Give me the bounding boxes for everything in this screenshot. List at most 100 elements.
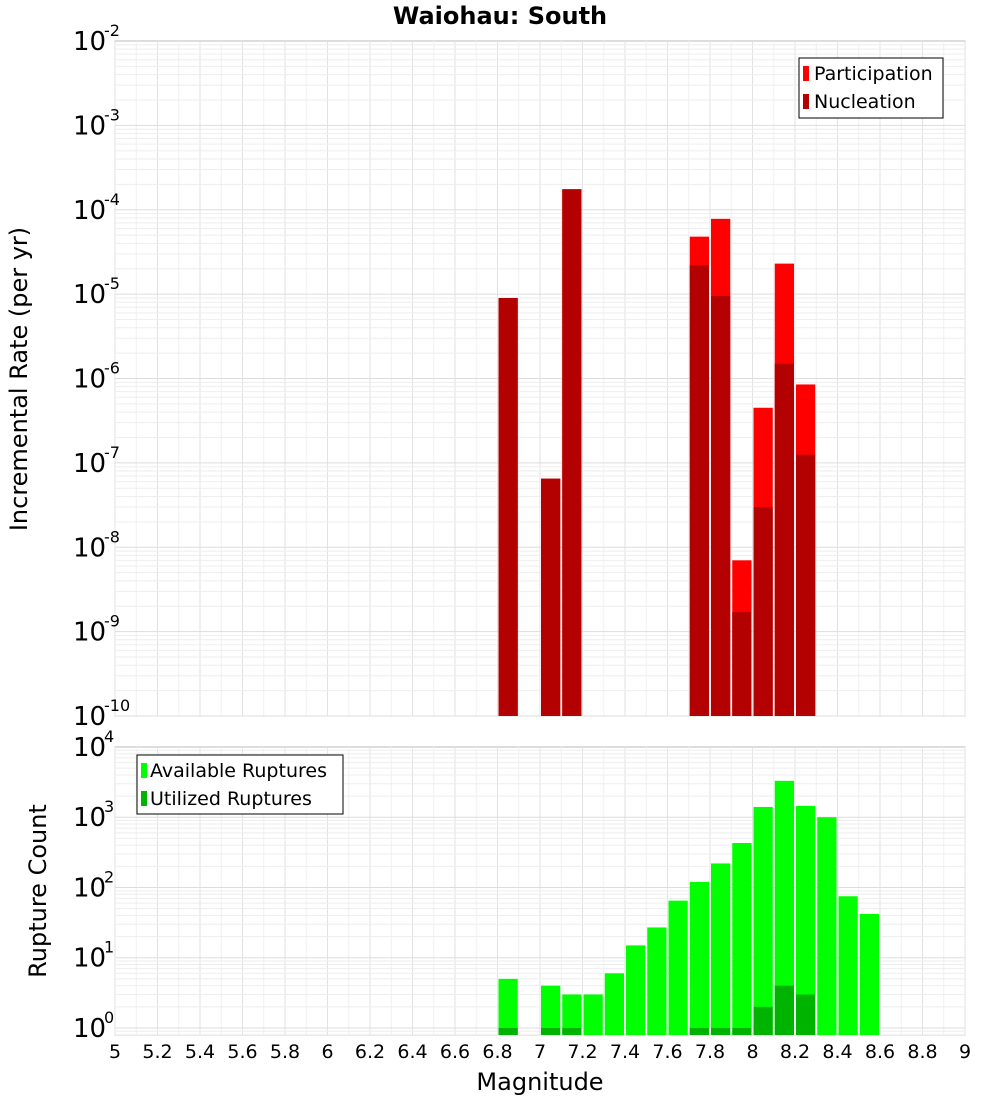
count-bar-available-ruptures xyxy=(838,896,858,1035)
rate-bar-nucleation xyxy=(774,363,794,716)
rate-bar-nucleation xyxy=(796,454,816,716)
x-tick-label: 5.6 xyxy=(227,1041,257,1063)
x-tick-label: 7.2 xyxy=(567,1041,597,1063)
count-bar-available-ruptures xyxy=(711,863,731,1035)
rate-bar-nucleation xyxy=(689,265,709,716)
participation-legend-swatch xyxy=(803,66,809,81)
x-tick-label: 5.2 xyxy=(142,1041,172,1063)
nucleation-legend-label: Nucleation xyxy=(814,91,916,113)
y-tick-label: 102 xyxy=(73,867,114,903)
count-bar-available-ruptures xyxy=(732,842,752,1035)
rate-gridlines xyxy=(114,41,966,717)
y-tick-exponent: -6 xyxy=(104,359,120,378)
x-tick-label: 7.4 xyxy=(610,1041,640,1063)
count-bar-utilized-ruptures xyxy=(541,1027,561,1035)
count-bar-available-ruptures xyxy=(753,806,773,1035)
x-tick-label: 8.6 xyxy=(865,1041,895,1063)
rate-bar-nucleation xyxy=(541,478,561,716)
y-tick-exponent: -4 xyxy=(104,190,120,209)
y-tick-label: 101 xyxy=(73,938,114,974)
count-bar-available-ruptures xyxy=(859,913,879,1035)
count-bar-available-ruptures xyxy=(796,805,816,1035)
chart-title: Waiohau: South xyxy=(393,2,607,30)
count-y-axis-label: Rupture Count xyxy=(24,804,52,978)
x-tick-label: 7 xyxy=(534,1041,546,1063)
y-tick-exponent: -8 xyxy=(104,527,120,546)
nucleation-legend-swatch xyxy=(803,94,809,109)
y-tick-base: 10 xyxy=(73,873,106,903)
count-bars xyxy=(498,780,879,1035)
count-bar-utilized-ruptures xyxy=(774,985,794,1035)
y-tick-base: 10 xyxy=(73,449,106,479)
rate-bar-nucleation xyxy=(711,296,731,716)
x-tick-labels: 5 5.2 5.4 5.6 5.8 6 6.2 6.4 6.6 6.8 7 7.2 7.4 7.6 7.8 8… xyxy=(109,1041,971,1063)
y-tick-label: 10-4 xyxy=(73,190,120,226)
y-tick-base: 10 xyxy=(73,1014,106,1044)
count-bar-available-ruptures xyxy=(498,978,518,1035)
participation-legend-label: Participation xyxy=(814,63,933,85)
count-bar-available-ruptures xyxy=(604,973,624,1035)
rate-bar-nucleation xyxy=(732,612,752,716)
utilized-ruptures-legend-swatch xyxy=(141,791,147,806)
x-tick-label: 6.2 xyxy=(355,1041,385,1063)
count-bar-available-ruptures xyxy=(541,985,561,1035)
rate-bars xyxy=(498,189,816,717)
utilized-ruptures-legend-label: Utilized Ruptures xyxy=(150,788,312,810)
rate-legend: Participation Nucleation xyxy=(798,57,944,119)
y-tick-base: 10 xyxy=(73,944,106,974)
x-tick-label: 8.4 xyxy=(822,1041,852,1063)
rate-bar-nucleation xyxy=(562,189,582,717)
y-tick-label: 10-5 xyxy=(73,274,120,310)
y-tick-label: 10-8 xyxy=(73,527,120,563)
count-bar-available-ruptures xyxy=(668,900,688,1035)
y-tick-label: 100 xyxy=(73,1008,114,1044)
count-legend: Available Ruptures Utilized Ruptures xyxy=(136,754,344,815)
y-tick-exponent: -3 xyxy=(104,105,120,124)
count-bar-utilized-ruptures xyxy=(562,1027,582,1035)
y-tick-exponent: -5 xyxy=(104,274,120,293)
y-tick-base: 10 xyxy=(73,533,106,563)
count-bar-utilized-ruptures xyxy=(732,1027,752,1035)
y-tick-exponent: 1 xyxy=(104,938,114,957)
count-bar-utilized-ruptures xyxy=(711,1027,731,1035)
count-bar-available-ruptures xyxy=(817,817,837,1035)
y-tick-exponent: -7 xyxy=(104,443,120,462)
y-tick-exponent: 0 xyxy=(104,1008,114,1027)
available-ruptures-legend-label: Available Ruptures xyxy=(150,760,327,782)
count-bar-utilized-ruptures xyxy=(689,1027,709,1035)
x-tick-label: 8 xyxy=(746,1041,758,1063)
y-tick-exponent: -9 xyxy=(104,612,120,631)
y-tick-base: 10 xyxy=(73,803,106,833)
count-bar-utilized-ruptures xyxy=(753,1006,773,1035)
count-legend-box xyxy=(136,754,344,815)
x-tick-label: 7.6 xyxy=(652,1041,682,1063)
x-tick-label: 6 xyxy=(321,1041,333,1063)
y-tick-label: 10-9 xyxy=(73,612,120,648)
count-bar-available-ruptures xyxy=(774,780,794,1035)
count-bar-utilized-ruptures xyxy=(796,994,816,1035)
count-bar-available-ruptures xyxy=(583,994,603,1035)
y-tick-label: 10-7 xyxy=(73,443,120,479)
y-tick-exponent: 2 xyxy=(104,867,114,886)
x-tick-label: 6.6 xyxy=(440,1041,470,1063)
count-bar-available-ruptures xyxy=(562,994,582,1035)
y-tick-base: 10 xyxy=(73,702,106,732)
y-tick-label: 103 xyxy=(73,797,114,833)
y-tick-base: 10 xyxy=(73,27,106,57)
count-bar-utilized-ruptures xyxy=(498,1027,518,1035)
x-tick-label: 6.4 xyxy=(397,1041,427,1063)
rate-legend-box xyxy=(798,57,944,119)
x-tick-label: 6.8 xyxy=(482,1041,512,1063)
count-bar-available-ruptures xyxy=(626,945,646,1035)
y-tick-exponent: 3 xyxy=(104,797,114,816)
x-tick-label: 7.8 xyxy=(695,1041,725,1063)
count-bar-available-ruptures xyxy=(647,927,667,1035)
y-tick-exponent: -10 xyxy=(104,696,130,715)
y-tick-base: 10 xyxy=(73,365,106,395)
available-ruptures-legend-swatch xyxy=(141,763,147,778)
y-tick-label: 10-10 xyxy=(73,696,130,732)
